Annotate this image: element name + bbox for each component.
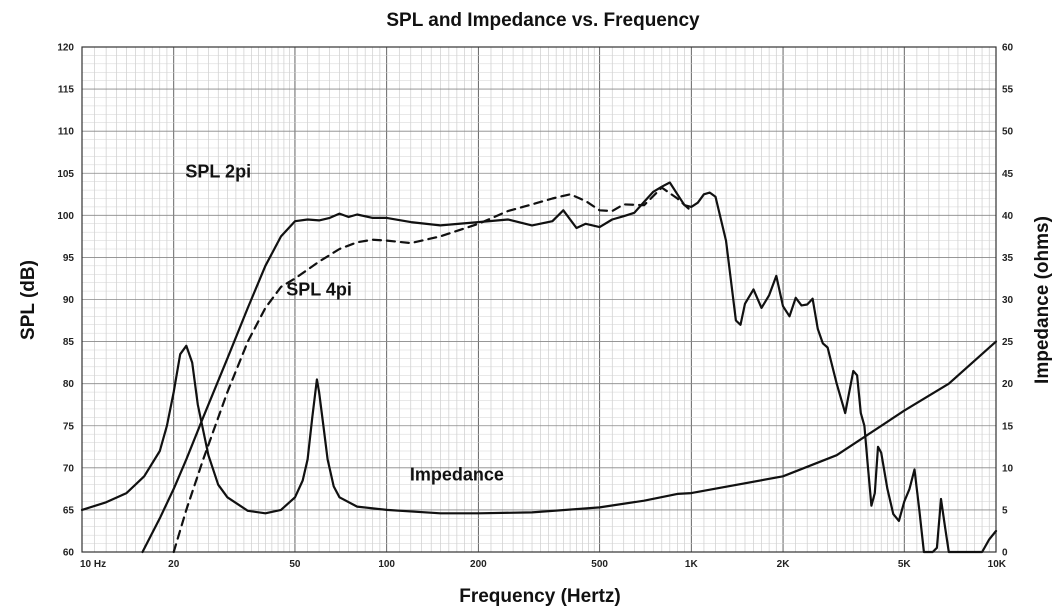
y-tick-label: 105 xyxy=(57,169,74,180)
x-tick-label: 500 xyxy=(591,559,608,570)
y-tick-label: 95 xyxy=(63,253,75,264)
tick-labels: 60 65 70 75 80 85 90 95 100 105 110 115 120 0 5 10 15 20 2… xyxy=(57,43,1013,571)
y2-tick-label: 20 xyxy=(1002,379,1014,390)
x-tick-label: 1K xyxy=(685,559,699,570)
y-tick-label: 75 xyxy=(63,421,75,432)
y2-tick-label: 60 xyxy=(1002,43,1014,54)
y2-tick-label: 0 xyxy=(1002,548,1008,559)
y2-tick-label: 15 xyxy=(1002,421,1014,432)
x-tick-label: 5K xyxy=(898,559,912,570)
x-tick-label: 10 Hz xyxy=(80,559,106,570)
y2-tick-label: 25 xyxy=(1002,337,1014,348)
x-tick-label: 20 xyxy=(168,559,180,570)
y-tick-label: 65 xyxy=(63,505,75,516)
annotation-impedance: Impedance xyxy=(410,464,504,484)
y-tick-label: 120 xyxy=(57,43,74,54)
y-tick-label: 80 xyxy=(63,379,75,390)
x-tick-label: 10K xyxy=(988,559,1007,570)
y2-tick-label: 50 xyxy=(1002,127,1014,138)
y2-tick-label: 10 xyxy=(1002,463,1014,474)
y2-tick-label: 40 xyxy=(1002,211,1014,222)
y2-tick-label: 55 xyxy=(1002,85,1014,96)
y-tick-label: 70 xyxy=(63,463,75,474)
annotation-spl-2pi: SPL 2pi xyxy=(185,161,251,181)
x-tick-label: 100 xyxy=(378,559,395,570)
plot-frame xyxy=(81,46,997,553)
y2-tick-label: 30 xyxy=(1002,295,1014,306)
y-tick-label: 90 xyxy=(63,295,75,306)
annotations: SPL 2pi SPL 4pi Impedance xyxy=(185,161,504,484)
y2-tick-label: 45 xyxy=(1002,169,1014,180)
y-tick-label: 110 xyxy=(58,127,75,138)
series-layer xyxy=(80,181,998,554)
y-axis-label: SPL (dB) xyxy=(18,260,39,340)
y2-axis-label: Impedance (ohms) xyxy=(1032,216,1053,384)
y-tick-label: 100 xyxy=(57,211,74,222)
series-line-impedance xyxy=(80,340,998,515)
y2-tick-label: 35 xyxy=(1002,253,1014,264)
y-tick-label: 85 xyxy=(63,337,75,348)
x-tick-label: 2K xyxy=(777,559,791,570)
series-line-spl-4pi xyxy=(172,186,693,554)
y-tick-label: 60 xyxy=(63,548,75,559)
y2-tick-label: 5 xyxy=(1002,505,1008,516)
series-line-spl-2pi xyxy=(141,181,998,554)
x-axis-label: Frequency (Hertz) xyxy=(459,586,621,607)
x-tick-label: 50 xyxy=(289,559,301,570)
chart-title: SPL and Impedance vs. Frequency xyxy=(386,10,700,31)
annotation-spl-4pi: SPL 4pi xyxy=(286,279,352,299)
y-tick-label: 115 xyxy=(58,85,75,96)
grid xyxy=(82,46,996,553)
x-tick-label: 200 xyxy=(470,559,487,570)
